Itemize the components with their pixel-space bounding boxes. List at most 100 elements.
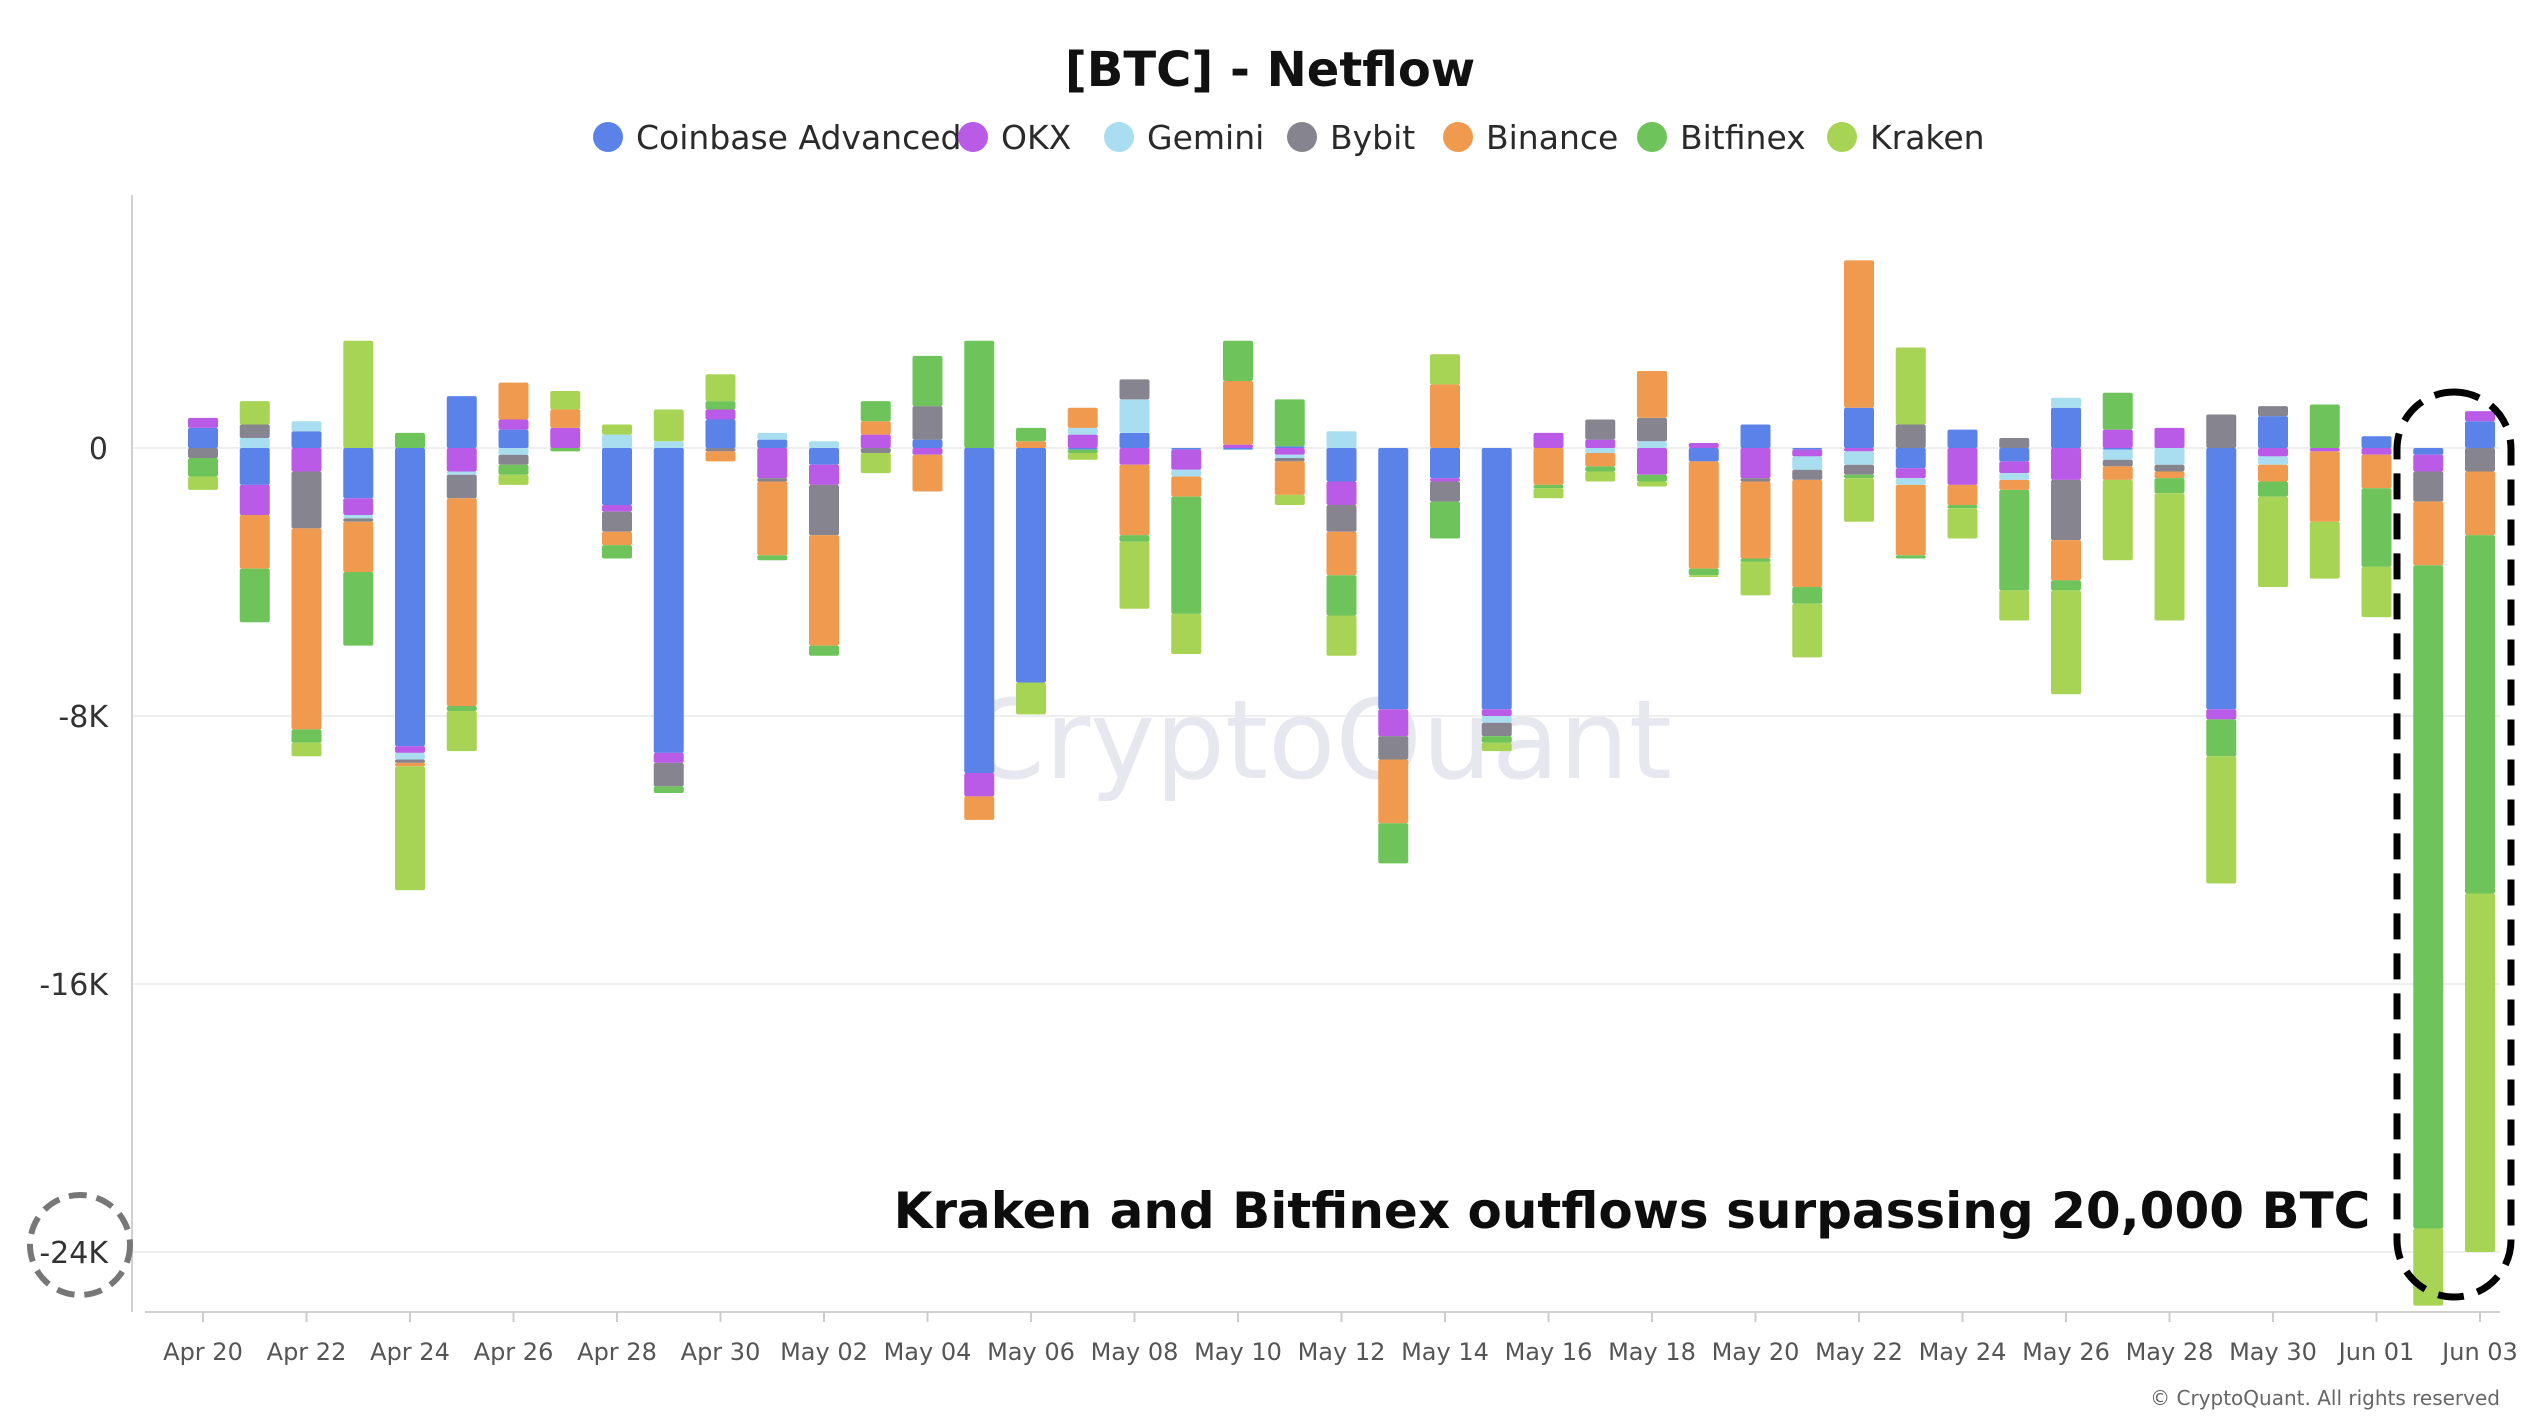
bar-segment[interactable] — [343, 571, 374, 646]
bar-segment[interactable] — [2413, 448, 2444, 455]
bar-segment[interactable] — [1481, 736, 1512, 743]
bar-segment[interactable] — [2361, 436, 2392, 448]
bar-segment[interactable] — [1326, 531, 1357, 576]
bar-segment[interactable] — [1430, 501, 1460, 539]
bar-segment[interactable] — [2051, 479, 2081, 541]
bar-segment[interactable] — [2465, 411, 2495, 422]
bar-segment[interactable] — [1533, 448, 1564, 485]
bar-segment[interactable] — [446, 498, 477, 706]
bar-segment[interactable] — [2258, 456, 2288, 465]
bar-segment[interactable] — [343, 498, 374, 515]
bar-segment[interactable] — [1895, 478, 1926, 485]
bar-segment[interactable] — [1637, 481, 1667, 487]
bar-segment[interactable] — [1481, 742, 1512, 752]
bar-segment[interactable] — [2154, 448, 2185, 465]
bar-segment[interactable] — [809, 448, 839, 465]
bar-segment[interactable] — [1326, 504, 1357, 532]
bar-segment[interactable] — [1740, 424, 1771, 448]
bar-segment[interactable] — [2154, 471, 2185, 479]
bar-segment[interactable] — [860, 453, 891, 474]
bar-segment[interactable] — [2413, 471, 2444, 502]
bar-segment[interactable] — [1637, 441, 1667, 448]
bar-segment[interactable] — [239, 515, 270, 569]
bar-segment[interactable] — [1274, 399, 1305, 447]
bar-segment[interactable] — [2465, 893, 2495, 1252]
bar-segment[interactable] — [1326, 615, 1357, 656]
bar-segment[interactable] — [809, 645, 839, 656]
bar-segment[interactable] — [1378, 759, 1409, 824]
bar-segment[interactable] — [2309, 448, 2340, 452]
bar-segment[interactable] — [912, 448, 943, 455]
bar-segment[interactable] — [1792, 469, 1823, 480]
bar-segment[interactable] — [1067, 434, 1098, 448]
bar-segment[interactable] — [1481, 709, 1512, 716]
bar-segment[interactable] — [446, 396, 477, 448]
bar-segment[interactable] — [2465, 448, 2495, 472]
bar-segment[interactable] — [1223, 448, 1253, 450]
bar-segment[interactable] — [912, 355, 943, 407]
bar-segment[interactable] — [1999, 479, 2030, 490]
bar-segment[interactable] — [395, 762, 425, 767]
bar-segment[interactable] — [757, 439, 788, 448]
bar-segment[interactable] — [964, 340, 995, 448]
bar-segment[interactable] — [446, 448, 477, 472]
bar-segment[interactable] — [239, 484, 270, 515]
bar-segment[interactable] — [2465, 421, 2495, 448]
bar-segment[interactable] — [2413, 454, 2444, 472]
bar-segment[interactable] — [1274, 494, 1305, 505]
bar-segment[interactable] — [1326, 481, 1357, 505]
bar-segment[interactable] — [2051, 580, 2081, 591]
bar-segment[interactable] — [2258, 496, 2288, 588]
bar-segment[interactable] — [1999, 590, 2030, 621]
bar-segment[interactable] — [188, 417, 218, 428]
bar-segment[interactable] — [1533, 484, 1564, 489]
legend-item[interactable]: Bybit — [1287, 118, 1415, 157]
bar-segment[interactable] — [291, 421, 322, 432]
bar-segment[interactable] — [1378, 448, 1409, 710]
bar-segment[interactable] — [602, 424, 632, 435]
bar-segment[interactable] — [1326, 431, 1357, 448]
bar-segment[interactable] — [1481, 448, 1512, 710]
bar-segment[interactable] — [395, 432, 425, 448]
bar-segment[interactable] — [1223, 381, 1253, 445]
bar-segment[interactable] — [2051, 540, 2081, 581]
bar-segment[interactable] — [291, 528, 322, 730]
bar-segment[interactable] — [1895, 448, 1926, 469]
bar-segment[interactable] — [1533, 488, 1564, 499]
bar-segment[interactable] — [550, 427, 581, 448]
bar-segment[interactable] — [912, 454, 943, 492]
bar-segment[interactable] — [1895, 484, 1926, 556]
bar-segment[interactable] — [1430, 384, 1460, 448]
bar-segment[interactable] — [1430, 481, 1460, 502]
bar-segment[interactable] — [1792, 456, 1823, 470]
bar-segment[interactable] — [1585, 439, 1616, 448]
bar-segment[interactable] — [757, 448, 788, 479]
bar-segment[interactable] — [1792, 449, 1823, 457]
bar-segment[interactable] — [602, 434, 632, 448]
bar-segment[interactable] — [2051, 407, 2081, 448]
bar-segment[interactable] — [860, 421, 891, 435]
bar-segment[interactable] — [705, 374, 736, 402]
bar-segment[interactable] — [239, 568, 270, 623]
bar-segment[interactable] — [1947, 504, 1978, 509]
bar-segment[interactable] — [1378, 736, 1409, 760]
bar-segment[interactable] — [653, 762, 684, 787]
bar-segment[interactable] — [1947, 448, 1978, 485]
bar-segment[interactable] — [2258, 416, 2288, 448]
bar-segment[interactable] — [1844, 448, 1874, 452]
bar-segment[interactable] — [1792, 587, 1823, 604]
bar-segment[interactable] — [1637, 417, 1667, 442]
bar-segment[interactable] — [757, 555, 788, 561]
bar-segment[interactable] — [1274, 458, 1305, 462]
bar-segment[interactable] — [395, 766, 425, 891]
bar-segment[interactable] — [1119, 379, 1150, 400]
bar-segment[interactable] — [2465, 471, 2495, 536]
bar-segment[interactable] — [602, 504, 632, 512]
bar-segment[interactable] — [1067, 449, 1098, 454]
bar-segment[interactable] — [550, 448, 581, 452]
bar-segment[interactable] — [2309, 451, 2340, 522]
bar-segment[interactable] — [2102, 466, 2133, 480]
bar-segment[interactable] — [964, 448, 995, 773]
bar-segment[interactable] — [1844, 260, 1874, 408]
bar-segment[interactable] — [1067, 427, 1098, 435]
